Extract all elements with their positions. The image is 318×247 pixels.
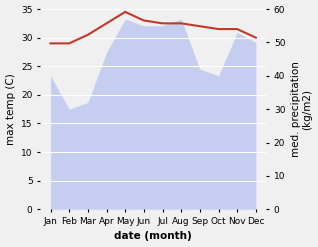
Y-axis label: med. precipitation
(kg/m2): med. precipitation (kg/m2) (291, 61, 313, 157)
Y-axis label: max temp (C): max temp (C) (5, 73, 16, 145)
X-axis label: date (month): date (month) (114, 231, 192, 242)
